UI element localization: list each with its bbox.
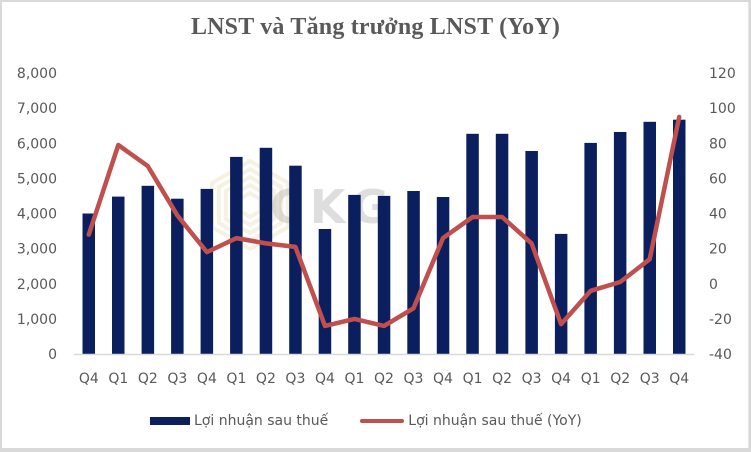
left-tick-label: 2,000 (17, 277, 57, 293)
x-tick-label: Q4 (315, 371, 335, 387)
left-tick-label: 8,000 (17, 66, 57, 82)
left-tick-label: 6,000 (17, 136, 57, 152)
x-tick-label: Q1 (345, 371, 365, 387)
x-tick-label: Q1 (581, 371, 601, 387)
legend: Lợi nhuận sau thuế Lợi nhuận sau thuế (Y… (150, 411, 614, 431)
bar (495, 133, 509, 354)
right-tick-label: 0 (709, 277, 718, 293)
x-tick-label: Q1 (226, 371, 246, 387)
left-tick-label: 3,000 (17, 242, 57, 258)
bar (584, 142, 597, 354)
bar (200, 188, 214, 354)
bar (673, 119, 686, 354)
left-tick-label: 0 (48, 347, 57, 363)
right-axis: -40 -20 0 20 40 60 80 100 120 (709, 66, 736, 363)
chart-title: LNST và Tăng trưởng LNST (YoY) (190, 14, 561, 40)
legend-bar-label: Lợi nhuận sau thuế (194, 413, 329, 429)
x-tick-label: Q3 (404, 371, 424, 387)
right-tick-label: 60 (709, 171, 727, 187)
bar (377, 195, 391, 354)
x-tick-label: Q4 (669, 371, 689, 387)
bar (348, 194, 361, 354)
bar (141, 185, 155, 354)
x-tick-label: Q3 (285, 371, 305, 387)
x-tick-label: Q4 (433, 371, 453, 387)
right-tick-label: 40 (709, 207, 727, 223)
bar (112, 196, 125, 354)
right-tick-label: 120 (709, 66, 736, 82)
bar (259, 147, 273, 354)
watermark-hexagon-icon (209, 158, 291, 252)
legend-item-line: Lợi nhuận sau thuế (YoY) (360, 413, 582, 429)
x-tick-label: Q4 (197, 371, 217, 387)
bar (82, 213, 95, 354)
bar (554, 233, 568, 354)
bar (525, 151, 538, 354)
x-tick-label: Q2 (610, 371, 630, 387)
right-tick-label: -40 (709, 347, 732, 363)
x-tick-label: Q3 (522, 371, 542, 387)
right-tick-label: 80 (709, 136, 727, 152)
bar (643, 121, 656, 354)
bar (436, 197, 450, 354)
bar (230, 156, 243, 354)
left-tick-label: 5,000 (17, 171, 57, 187)
bar (289, 165, 302, 354)
right-tick-label: 20 (709, 242, 727, 258)
legend-bar-swatch-icon (150, 417, 190, 425)
x-tick-label: Q1 (463, 371, 483, 387)
bar (466, 133, 479, 354)
left-tick-label: 7,000 (17, 101, 57, 117)
line-series (86, 114, 682, 329)
legend-item-bar: Lợi nhuận sau thuế (150, 413, 328, 429)
x-tick-label: Q2 (374, 371, 394, 387)
bar (613, 132, 627, 354)
left-axis: 0 1,000 2,000 3,000 4,000 5,000 6,000 7,000 8,00… (17, 66, 57, 363)
x-tick-label: Q2 (492, 371, 512, 387)
bar (171, 198, 184, 354)
x-axis: Q4 Q1 Q2 Q3 Q4 Q1 Q2 Q3 Q4 Q1 Q2 Q3 Q4 Q1 Q2 Q3 Q4 Q1 Q2 Q3… (79, 371, 689, 387)
legend-line-swatch-icon (360, 419, 405, 423)
legend-line-label: Lợi nhuận sau thuế (YoY) (408, 413, 582, 429)
x-tick-label: Q1 (108, 371, 128, 387)
bar (407, 191, 420, 354)
right-tick-label: -20 (709, 312, 732, 328)
bar-series (82, 119, 686, 354)
bar (318, 229, 332, 354)
left-tick-label: 4,000 (17, 207, 57, 223)
right-tick-label: 100 (709, 101, 736, 117)
x-tick-label: Q4 (79, 371, 99, 387)
x-tick-label: Q3 (640, 371, 660, 387)
x-tick-label: Q4 (551, 371, 571, 387)
x-tick-label: Q2 (138, 371, 158, 387)
x-tick-label: Q3 (167, 371, 187, 387)
yoy-line (86, 114, 682, 329)
left-tick-label: 1,000 (17, 312, 57, 328)
x-tick-label: Q2 (256, 371, 276, 387)
